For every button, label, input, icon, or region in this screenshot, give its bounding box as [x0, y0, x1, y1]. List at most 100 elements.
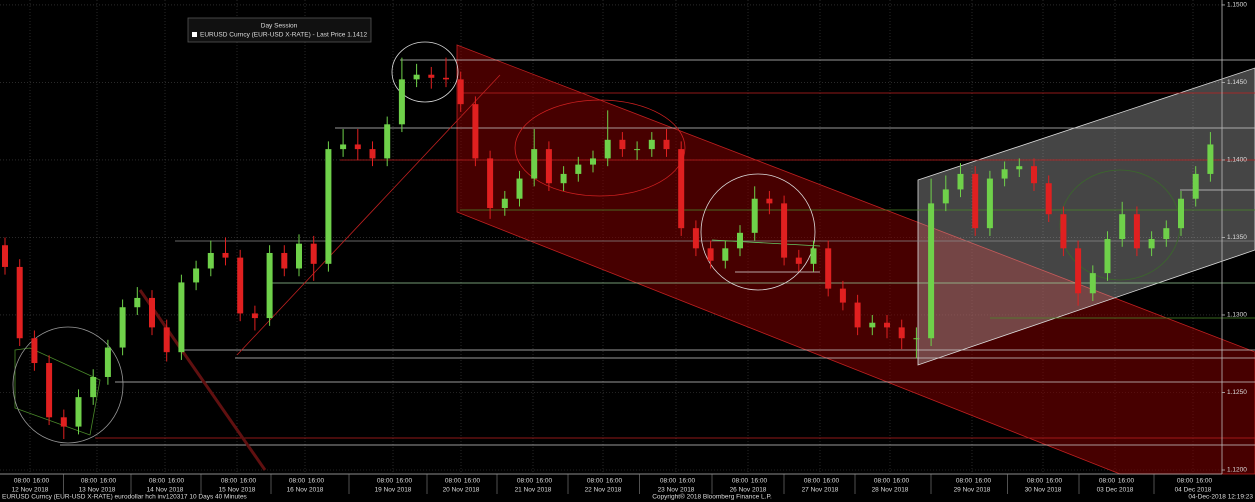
x-time-label: 08:00	[732, 478, 749, 485]
candle-body	[354, 144, 361, 150]
candle-body	[1163, 228, 1170, 240]
candle-body	[619, 139, 626, 150]
candle-body	[149, 297, 155, 328]
candle-body	[795, 257, 802, 264]
candle-body	[545, 149, 552, 184]
footer-right: 04-Dec-2018 12:19:23	[1188, 494, 1253, 501]
candle-body	[46, 363, 53, 418]
x-time-label: 08:00	[804, 478, 821, 485]
legend-box	[187, 17, 372, 43]
x-tick-label: 19 Nov 2018	[375, 487, 412, 494]
candle-body	[648, 139, 655, 150]
x-time-label: 08:00	[149, 478, 166, 485]
circle-annotation	[514, 99, 686, 197]
candle-body	[487, 158, 494, 209]
x-tick-label: 26 Nov 2018	[730, 487, 767, 494]
footer-left: EURUSD Curncy (EUR-USD X-RATE) eurodolla…	[2, 494, 248, 501]
x-time-label: 08:00	[14, 478, 31, 485]
y-tick-label: 1.1500	[1227, 2, 1247, 9]
candle-body	[251, 313, 258, 319]
annotations	[12, 41, 1255, 475]
candle-body	[237, 257, 244, 314]
x-tick-label: 22 Nov 2018	[585, 487, 622, 494]
circle-annotation	[391, 41, 459, 103]
y-tick-label: 1.1450	[1227, 79, 1247, 86]
candle-body	[163, 327, 170, 353]
candle-body	[1060, 214, 1067, 249]
candle-body	[1178, 198, 1184, 229]
candle-body	[1031, 166, 1037, 184]
y-tick-label: 1.1200	[1227, 467, 1247, 474]
candle-body	[443, 77, 449, 80]
x-tick-label: 16 Nov 2018	[287, 487, 324, 494]
candle-body	[1045, 183, 1052, 215]
candle-body	[457, 79, 464, 105]
x-time-label: 08:00	[1177, 478, 1194, 485]
x-time-label: 16:00	[1196, 478, 1213, 485]
x-tick-label: 20 Nov 2018	[443, 487, 480, 494]
candle-body	[766, 198, 773, 204]
x-time-label: 16:00	[396, 478, 413, 485]
candle-body	[781, 203, 788, 258]
x-time-label: 16:00	[33, 478, 50, 485]
x-time-label: 08:00	[517, 478, 534, 485]
circle-annotation	[700, 173, 816, 291]
candle-body	[1001, 169, 1008, 179]
x-time-label: 16:00	[1118, 478, 1135, 485]
x-time-label: 08:00	[221, 478, 238, 485]
x-time-label: 16:00	[975, 478, 992, 485]
candle-body	[60, 417, 67, 427]
candle-body	[869, 322, 876, 328]
candle-body	[1119, 214, 1126, 240]
candle-body	[134, 297, 141, 308]
x-time-label: 08:00	[587, 478, 604, 485]
wedge	[14, 347, 101, 436]
trend-line	[236, 74, 501, 356]
x-tick-label: 12 Nov 2018	[12, 487, 49, 494]
x-time-label: 16:00	[751, 478, 768, 485]
candle-body	[1207, 144, 1214, 174]
x-time-label: 16:00	[168, 478, 185, 485]
x-time-label: 16:00	[464, 478, 481, 485]
x-time-label: 16:00	[606, 478, 623, 485]
legend-swatch	[192, 32, 197, 37]
candles	[2, 57, 1214, 439]
y-tick-label: 1.1400	[1227, 157, 1247, 164]
legend-entry: EURUSD Curncy (EUR-USD X-RATE) - Last Pr…	[200, 32, 367, 39]
x-time-label: 16:00	[1046, 478, 1063, 485]
x-tick-label: 13 Nov 2018	[79, 487, 116, 494]
candle-body	[310, 243, 317, 264]
x-time-label: 16:00	[308, 478, 325, 485]
candle-body	[104, 347, 111, 377]
candle-body	[516, 178, 523, 199]
candle-body	[31, 338, 38, 364]
candle-body	[634, 149, 641, 151]
candle-body	[222, 252, 229, 258]
candle-body	[1148, 239, 1155, 249]
candle-body	[413, 74, 420, 80]
x-time-label: 16:00	[893, 478, 910, 485]
candle-body	[472, 104, 479, 159]
y-tick-label: 1.1300	[1227, 312, 1247, 319]
candle-body	[207, 252, 214, 269]
x-tick-label: 28 Nov 2018	[872, 487, 909, 494]
candle-body	[928, 203, 935, 339]
candle-body	[178, 282, 185, 353]
x-tick-label: 29 Nov 2018	[954, 487, 991, 494]
candle-body	[590, 158, 596, 165]
candle-body	[913, 338, 920, 340]
x-tick-label: 03 Dec 2018	[1097, 487, 1134, 494]
candle-body	[942, 189, 949, 204]
y-tick-label: 1.1350	[1227, 234, 1247, 241]
candle-body	[560, 173, 567, 184]
candle-body	[1075, 248, 1082, 294]
trend-line	[138, 289, 267, 471]
candle-body	[266, 252, 273, 319]
x-time-label: 08:00	[81, 478, 98, 485]
candle-body	[531, 149, 538, 179]
neckline	[711, 239, 821, 247]
candle-body	[839, 288, 846, 303]
candle-body	[957, 173, 964, 190]
candle-body	[884, 322, 890, 328]
